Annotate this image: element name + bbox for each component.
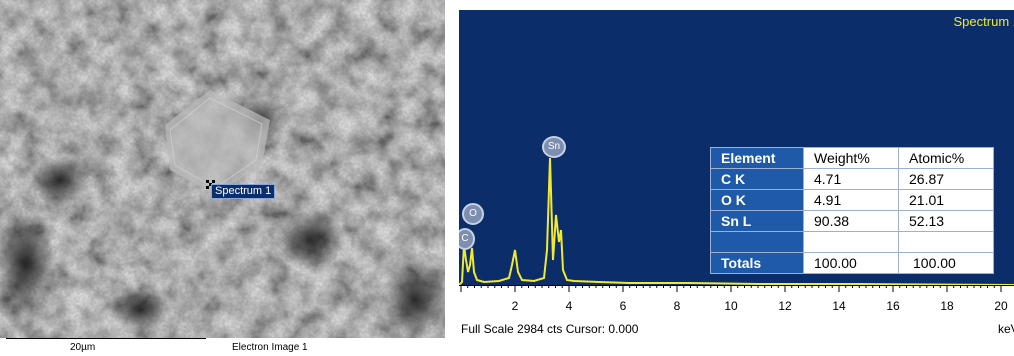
row-weight — [803, 231, 899, 253]
spectrum-footer: Full Scale 2984 cts Cursor: 0.000 — [461, 322, 639, 336]
row-element: C K — [710, 168, 804, 190]
row-weight: 90.38 — [803, 210, 899, 232]
row-weight: 100.00 — [803, 252, 899, 274]
sem-footer — [0, 338, 445, 356]
scale-bar — [6, 338, 206, 339]
row-atomic: 26.87 — [898, 168, 994, 190]
row-element — [710, 231, 804, 253]
x-tick-label: 12 — [778, 299, 792, 313]
table-row: O K 4.91 21.01 — [710, 189, 994, 211]
row-atomic — [898, 231, 994, 253]
header-atomic: Atomic% — [898, 147, 994, 169]
row-weight: 4.71 — [803, 168, 899, 190]
sem-caption: Electron Image 1 — [232, 342, 308, 353]
row-atomic: 52.13 — [898, 210, 994, 232]
x-axis-ticks — [460, 285, 1002, 292]
header-element: Element — [710, 147, 804, 169]
scale-bar-label: 20µm — [70, 342, 96, 353]
composition-table: Element Weight% Atomic% C K 4.71 26.87 O… — [710, 147, 994, 274]
table-row: Sn L 90.38 52.13 — [710, 210, 994, 232]
x-tick-label: 2 — [511, 299, 519, 313]
peak-label-sn: Sn — [542, 136, 566, 158]
sem-micrograph — [0, 0, 445, 344]
x-tick-label: 6 — [619, 299, 627, 313]
table-row: C K 4.71 26.87 — [710, 168, 994, 190]
row-element: Sn L — [710, 210, 804, 232]
row-weight: 4.91 — [803, 189, 899, 211]
x-tick-label: 20 — [994, 299, 1008, 313]
x-tick-label: 10 — [724, 299, 738, 313]
spectrum-title: Spectrum 1 — [953, 14, 1014, 29]
peak-label-c: C — [459, 228, 475, 250]
table-row — [710, 231, 994, 253]
x-axis — [459, 285, 1014, 343]
row-atomic: 100.00 — [898, 252, 994, 274]
row-element: Totals — [710, 252, 804, 274]
x-tick-label: 8 — [673, 299, 681, 313]
peak-label-o: O — [462, 203, 484, 225]
x-axis-unit: keV — [998, 322, 1014, 336]
row-atomic: 21.01 — [898, 189, 994, 211]
row-element: O K — [710, 189, 804, 211]
x-tick-label: 14 — [832, 299, 846, 313]
spectrum-trace — [459, 157, 1014, 285]
x-tick-label: 4 — [565, 299, 573, 313]
spectrum-plot — [459, 157, 1014, 285]
header-weight: Weight% — [803, 147, 899, 169]
table-header-row: Element Weight% Atomic% — [710, 147, 994, 169]
x-tick-label: 16 — [886, 299, 900, 313]
table-row-totals: Totals 100.00 100.00 — [710, 252, 994, 274]
x-tick-label: 18 — [940, 299, 954, 313]
spectrum-1-label[interactable]: Spectrum 1 — [211, 184, 276, 199]
